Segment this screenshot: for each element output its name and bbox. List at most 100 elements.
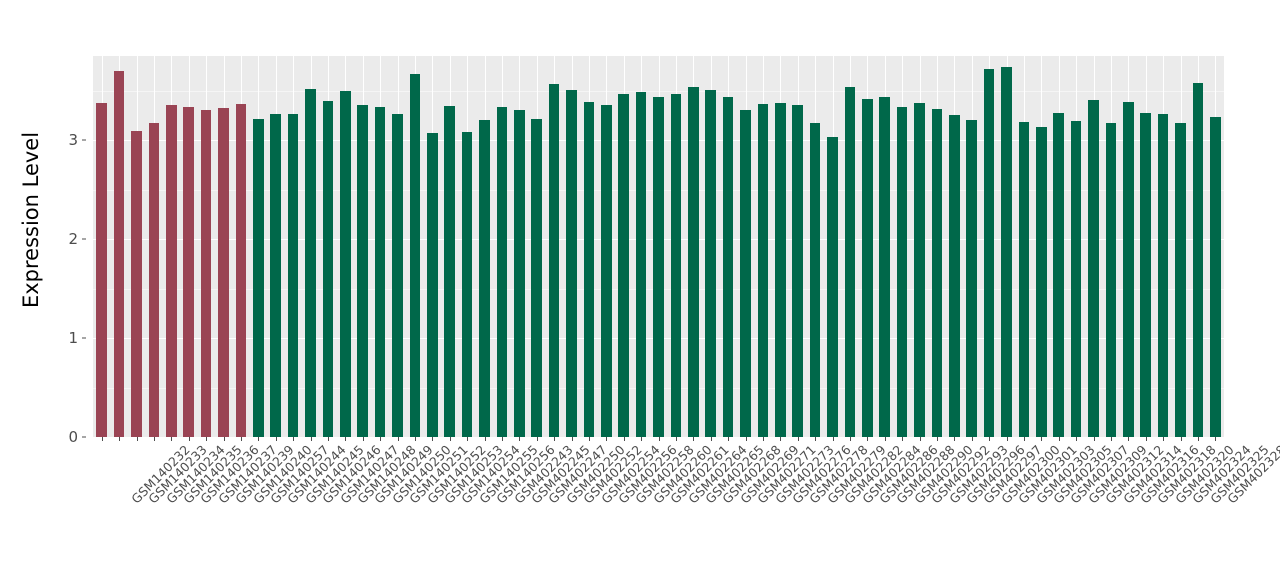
bar (1157, 114, 1169, 437)
bar (131, 131, 142, 437)
bars-layer (93, 56, 1224, 437)
y-axis-tick-mark (82, 337, 86, 339)
bar (896, 107, 908, 437)
bar (583, 101, 595, 437)
x-axis-tick-mark (867, 437, 869, 441)
x-axis-tick-mark (397, 437, 399, 441)
bar (461, 132, 473, 437)
bar (496, 107, 508, 437)
bar (792, 104, 804, 437)
bar (1053, 113, 1065, 437)
bar (827, 137, 838, 437)
y-axis-tick-label: 0 (68, 428, 78, 446)
bar (165, 105, 177, 437)
x-axis-tick-mark (345, 437, 347, 441)
x-axis-tick-mark (432, 437, 434, 441)
bar (305, 88, 316, 437)
bar (931, 109, 943, 437)
x-axis-tick-mark (171, 437, 173, 441)
bar (983, 68, 995, 437)
bar (1070, 121, 1082, 437)
x-axis-tick-mark (206, 437, 208, 441)
bar (757, 103, 769, 437)
x-axis-tick-mark (1215, 437, 1217, 441)
bar (1192, 82, 1204, 437)
bar (479, 120, 490, 437)
y-axis-title-text: Expression Level (19, 131, 44, 309)
bar (566, 89, 577, 437)
x-axis-tick-mark (293, 437, 295, 441)
bar (548, 83, 560, 437)
x-axis-tick-mark (1058, 437, 1060, 441)
bar (426, 133, 438, 437)
x-axis-tick-mark (1076, 437, 1078, 441)
y-axis-title: Expression Level (14, 0, 48, 440)
x-axis-tick-mark (1163, 437, 1165, 441)
x-axis-tick-mark (554, 437, 556, 441)
bar (183, 107, 195, 437)
x-axis-tick-mark (832, 437, 834, 441)
x-axis-tick-mark (240, 437, 242, 441)
x-axis-tick-mark (1006, 437, 1008, 441)
x-axis-tick-mark (1197, 437, 1199, 441)
x-axis-tick-mark (467, 437, 469, 441)
x-axis-tick-mark (449, 437, 451, 441)
bar (252, 119, 264, 437)
x-axis-tick-mark (762, 437, 764, 441)
x-axis-tick-mark (1145, 437, 1147, 441)
x-axis-tick-mark (884, 437, 886, 441)
x-axis-tick-mark (1110, 437, 1112, 441)
x-axis-tick-mark (588, 437, 590, 441)
x-axis-tick-mark (501, 437, 503, 441)
x-axis-tick-mark (362, 437, 364, 441)
bar (270, 114, 282, 437)
x-axis-tick-mark (693, 437, 695, 441)
x-axis-tick-mark (136, 437, 138, 441)
x-axis-tick-mark (484, 437, 486, 441)
bar (200, 110, 212, 437)
x-axis-tick-mark (380, 437, 382, 441)
bar (374, 107, 386, 437)
bar (600, 104, 612, 437)
y-axis-tick-label: 3 (68, 131, 78, 150)
x-axis-tick-mark (119, 437, 121, 441)
x-axis-tick-mark (258, 437, 260, 441)
bar (1122, 101, 1134, 437)
bar (1175, 123, 1186, 437)
bar (1209, 117, 1221, 437)
bar (444, 106, 456, 437)
x-axis-tick-mark (101, 437, 103, 441)
bar (113, 70, 125, 437)
x-axis-tick-mark (1023, 437, 1025, 441)
x-axis-tick-mark (658, 437, 660, 441)
bar (357, 104, 369, 437)
bar (513, 110, 525, 437)
bar (1105, 123, 1117, 437)
bar (322, 100, 334, 437)
x-axis-tick-mark (641, 437, 643, 441)
bar (1088, 99, 1099, 437)
x-axis-tick-mark (1128, 437, 1130, 441)
bar (96, 102, 108, 437)
x-axis-tick-mark (623, 437, 625, 441)
bar (861, 98, 873, 437)
y-axis-tick-mark (82, 139, 86, 141)
bar (635, 91, 647, 437)
x-axis-tick-mark (275, 437, 277, 441)
x-axis-tick-mark (815, 437, 817, 441)
bar (914, 102, 925, 437)
x-axis-tick-mark (1041, 437, 1043, 441)
y-axis-tick-label: 2 (68, 230, 78, 249)
bar (218, 108, 229, 437)
x-axis-tick-mark (153, 437, 155, 441)
bar (1035, 127, 1047, 437)
bar (670, 93, 682, 437)
y-axis-tick-mark (82, 238, 86, 240)
x-axis-tick-mark (728, 437, 730, 441)
bar (1001, 66, 1012, 437)
bar (392, 114, 403, 437)
x-axis-tick-mark (675, 437, 677, 441)
x-axis-tick-mark (310, 437, 312, 441)
bar (705, 89, 717, 437)
y-axis-tick-labels: 0 1 2 3 (48, 56, 86, 446)
